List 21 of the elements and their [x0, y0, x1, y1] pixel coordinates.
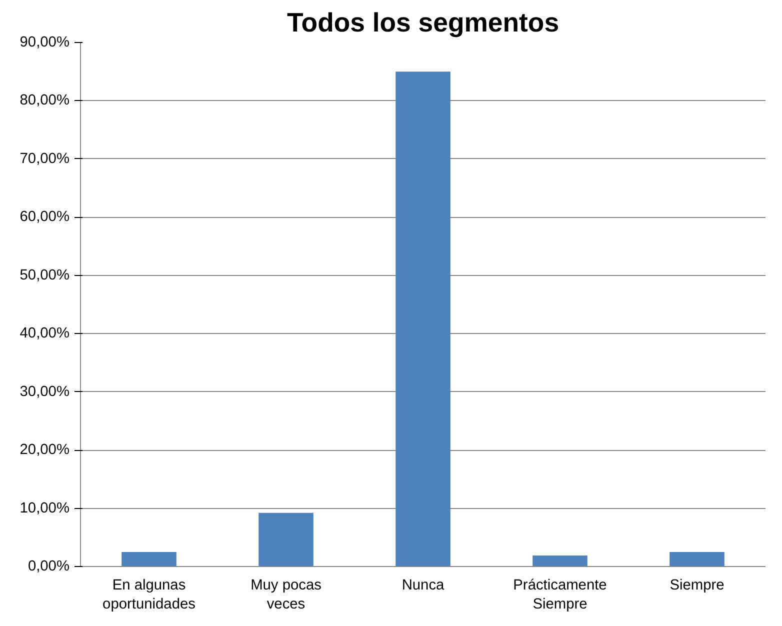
y-tick-label: 0,00% [28, 558, 70, 574]
y-tick-label: 60,00% [20, 209, 70, 226]
x-tick-label: Siempre [670, 578, 724, 594]
bar [258, 512, 314, 566]
y-tick-label: 10,00% [20, 500, 70, 516]
bar [670, 552, 724, 566]
y-tick-label: 20,00% [20, 442, 70, 458]
y-tick-label: 70,00% [20, 150, 70, 167]
y-tick-label: 50,00% [20, 267, 70, 284]
chart-title: Todos los segmentos [286, 8, 560, 38]
bar [122, 552, 176, 566]
x-tick-label: Muy pocas veces [250, 578, 322, 613]
y-tick-label: 80,00% [20, 92, 70, 109]
bar [532, 555, 588, 566]
y-tick-label: 30,00% [20, 384, 70, 400]
bar [396, 72, 450, 566]
y-tick-label: 90,00% [20, 34, 70, 50]
x-tick-label: Nunca [402, 578, 446, 594]
x-tick-label: En algunas oportunidades [102, 578, 196, 613]
y-tick-label: 40,00% [20, 326, 70, 342]
x-tick-label: Prácticamente Siempre [513, 578, 607, 613]
